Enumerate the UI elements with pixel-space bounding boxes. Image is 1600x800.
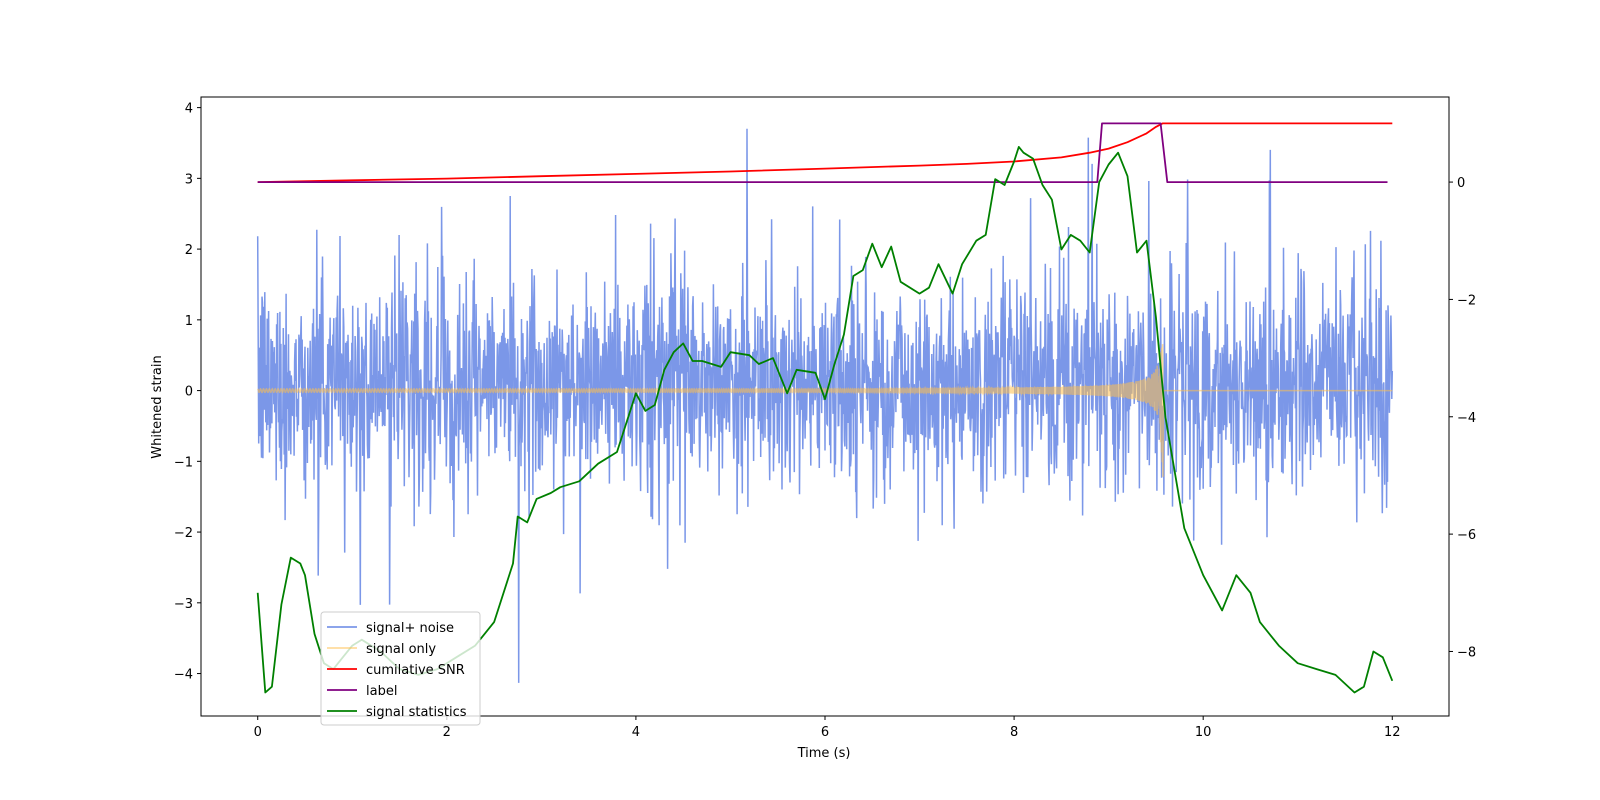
y2-tick-label: −8: [1457, 645, 1476, 660]
series-label: [257, 122, 1388, 183]
x-axis-label: Time (s): [797, 746, 851, 761]
series-signal-only: [257, 344, 1393, 477]
x-tick-label: 0: [254, 725, 262, 740]
x-tick-label: 12: [1384, 725, 1401, 740]
y-tick-label: 0: [185, 385, 193, 400]
y-axis-right: −8 −6 −4 −2 0: [1449, 176, 1476, 660]
series-signal-noise: [256, 128, 1394, 683]
series-cumilative-snr: [257, 122, 1393, 183]
series-layer: [256, 122, 1394, 694]
y-tick-label: −3: [174, 597, 193, 612]
legend-label: signal only: [366, 642, 436, 657]
y-tick-label: 1: [185, 314, 193, 329]
x-tick-label: 2: [443, 725, 451, 740]
x-tick-label: 10: [1195, 725, 1212, 740]
legend-label: label: [366, 684, 397, 699]
legend-label: cumilative SNR: [366, 663, 465, 678]
x-tick-label: 4: [632, 725, 640, 740]
y2-tick-label: −2: [1457, 293, 1476, 308]
x-tick-label: 6: [821, 725, 829, 740]
legend-label: signal statistics: [366, 705, 467, 720]
legend-box: [320, 611, 481, 726]
y2-tick-label: 0: [1457, 176, 1465, 191]
y2-tick-label: −4: [1457, 411, 1476, 426]
y2-tick-label: −6: [1457, 528, 1476, 543]
legend: signal+ noise signal only cumilative SNR la…: [320, 611, 481, 726]
y-axis-label: Whitened strain: [150, 355, 165, 458]
y-tick-label: 2: [185, 243, 193, 258]
y-tick-label: −2: [174, 526, 193, 541]
legend-label: signal+ noise: [366, 621, 454, 636]
y-tick-label: −1: [174, 455, 193, 470]
x-tick-label: 8: [1010, 725, 1018, 740]
y-axis-left: −4 −3 −2 −1 0 1 2 3 4: [174, 102, 201, 683]
y-tick-label: 4: [185, 102, 193, 117]
y-tick-label: 3: [185, 172, 193, 187]
y-tick-label: −4: [174, 668, 193, 683]
